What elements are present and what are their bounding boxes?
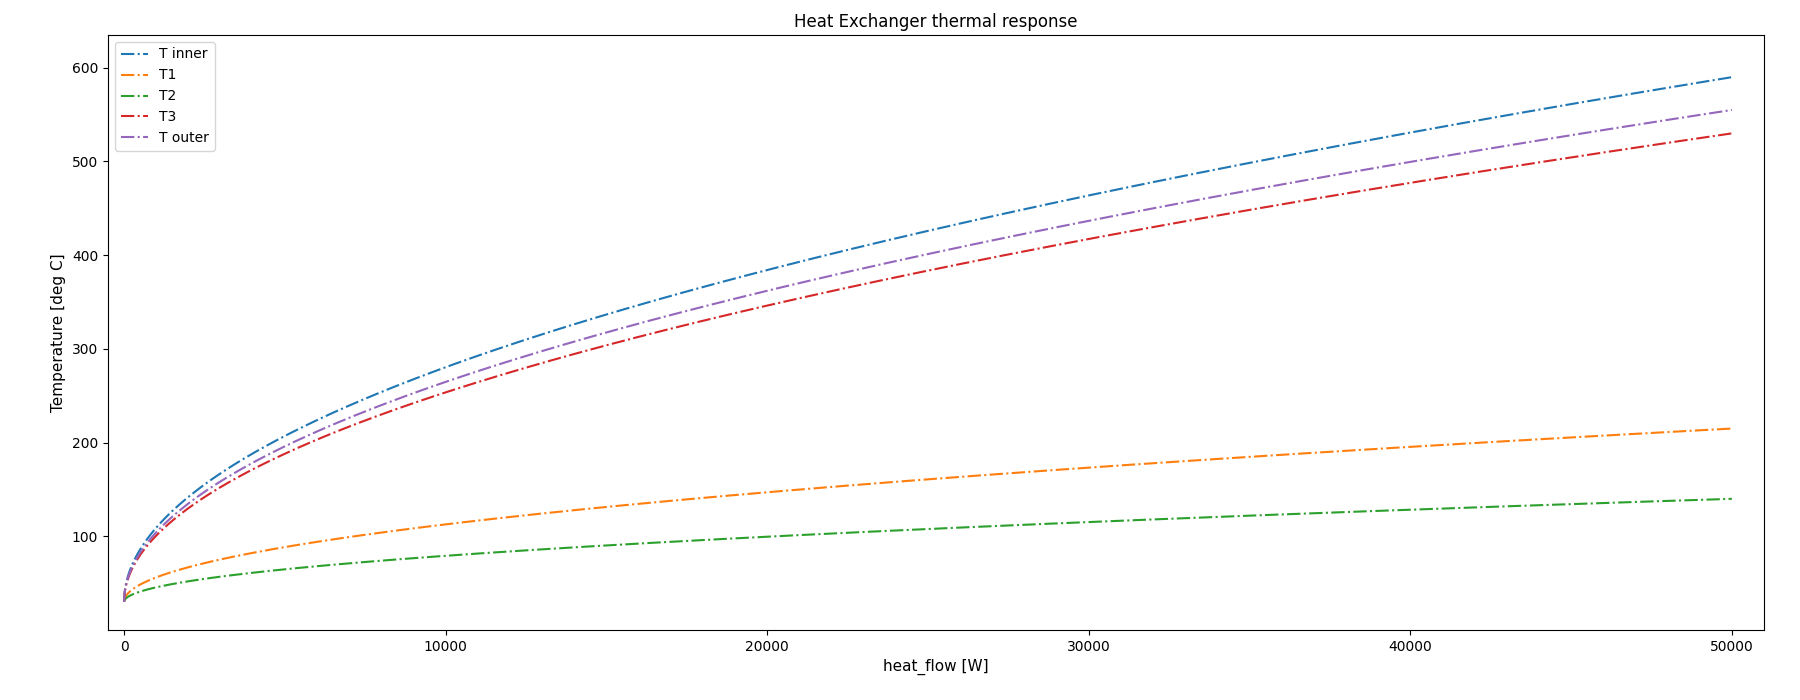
T1 — [392, 526, 414, 534]
T3 — [392, 402, 414, 411]
T3 — [1721, 130, 1742, 138]
T inner — [297, 421, 319, 429]
Title: Heat Exchanger thermal response: Heat Exchanger thermal response — [794, 13, 1078, 31]
T2 — [1721, 495, 1742, 503]
T outer — [799, 276, 821, 285]
Line: T3: T3 — [124, 134, 1732, 602]
T2 — [1690, 496, 1712, 504]
Legend: T inner, T1, T2, T3, T outer: T inner, T1, T2, T3, T outer — [115, 42, 214, 150]
T outer — [1721, 106, 1742, 114]
T inner — [1690, 78, 1712, 87]
T1 — [1690, 426, 1712, 435]
T1 — [729, 490, 751, 498]
Y-axis label: Temperature [deg C]: Temperature [deg C] — [52, 253, 67, 412]
T3 — [729, 307, 751, 316]
Line: T2: T2 — [124, 499, 1732, 602]
T outer — [1516, 138, 1537, 146]
Line: T outer: T outer — [124, 110, 1732, 602]
T inner — [1516, 108, 1537, 116]
T inner — [799, 255, 821, 263]
T inner — [1721, 73, 1742, 81]
Line: T1: T1 — [124, 428, 1732, 602]
T outer — [113, 598, 135, 606]
T2 — [297, 563, 319, 571]
T outer — [729, 293, 751, 302]
T3 — [1516, 160, 1537, 169]
T inner — [392, 379, 414, 388]
Line: T inner: T inner — [124, 77, 1732, 602]
T2 — [799, 531, 821, 539]
T2 — [392, 555, 414, 564]
T inner — [113, 598, 135, 606]
T outer — [392, 393, 414, 401]
T inner — [729, 273, 751, 281]
T3 — [799, 292, 821, 300]
X-axis label: heat_flow [W]: heat_flow [W] — [884, 659, 988, 676]
T1 — [297, 539, 319, 547]
T outer — [297, 432, 319, 440]
T3 — [1690, 134, 1712, 142]
T3 — [297, 440, 319, 448]
T1 — [1721, 424, 1742, 433]
T outer — [1690, 111, 1712, 119]
T1 — [799, 484, 821, 493]
T3 — [113, 598, 135, 606]
T2 — [1516, 501, 1537, 510]
T2 — [113, 598, 135, 606]
T1 — [1516, 436, 1537, 445]
T2 — [729, 534, 751, 542]
T1 — [113, 598, 135, 606]
